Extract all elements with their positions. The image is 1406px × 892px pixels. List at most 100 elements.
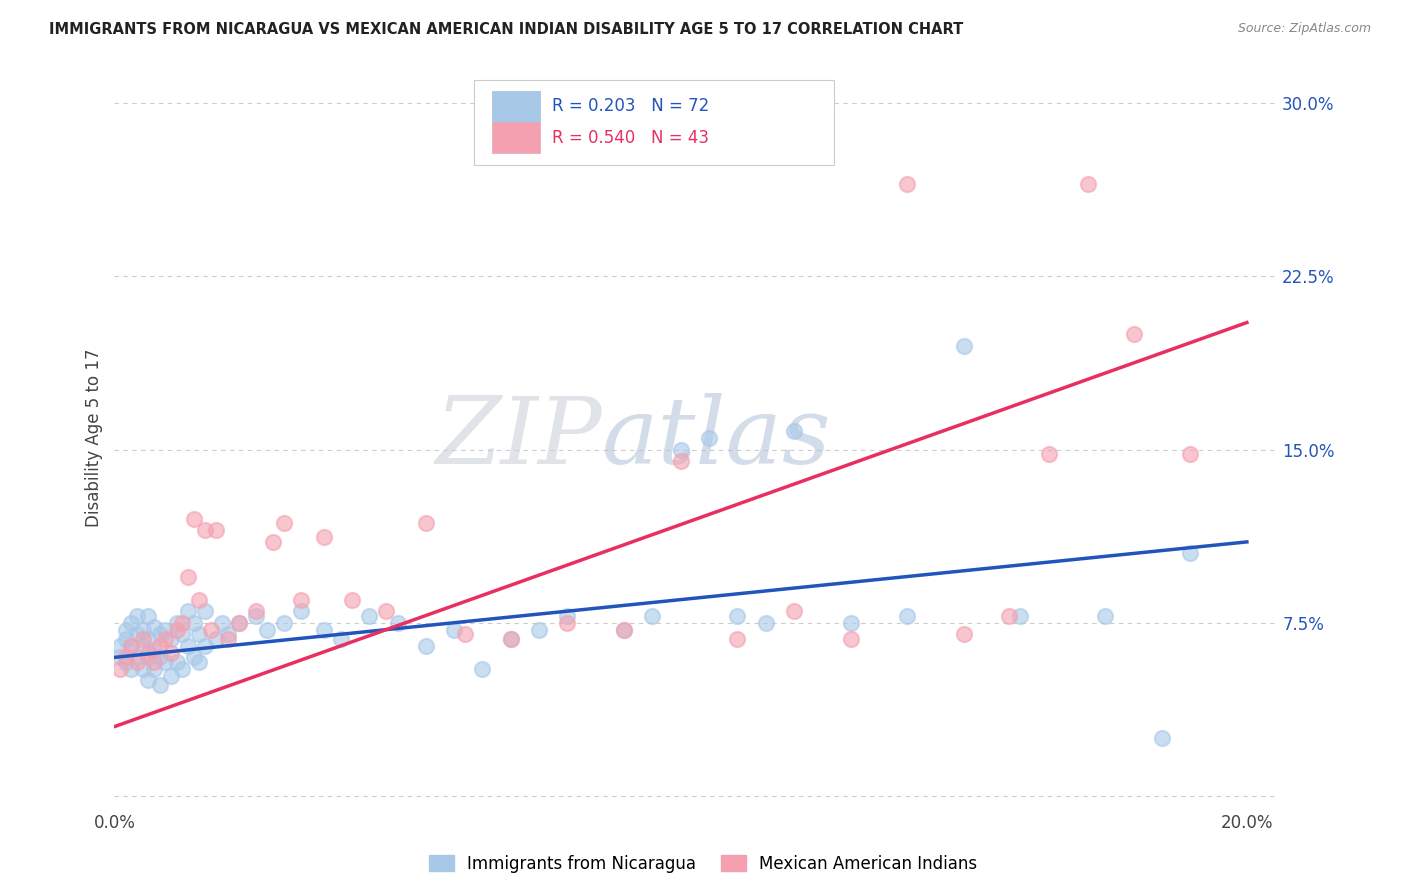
Point bbox=[415, 516, 437, 531]
Point bbox=[1010, 608, 1032, 623]
Point bbox=[149, 678, 172, 692]
Point bbox=[669, 442, 692, 457]
Point bbox=[200, 623, 222, 637]
Point bbox=[1122, 327, 1144, 342]
Text: IMMIGRANTS FROM NICARAGUA VS MEXICAN AMERICAN INDIAN DISABILITY AGE 5 TO 17 CORR: IMMIGRANTS FROM NICARAGUA VS MEXICAN AME… bbox=[49, 22, 963, 37]
Point bbox=[613, 623, 636, 637]
Point bbox=[329, 632, 352, 646]
Point bbox=[415, 639, 437, 653]
Point bbox=[613, 623, 636, 637]
Point bbox=[839, 632, 862, 646]
Point bbox=[499, 632, 522, 646]
Point bbox=[138, 632, 160, 646]
Point bbox=[725, 608, 748, 623]
Point bbox=[166, 655, 188, 669]
Point bbox=[138, 673, 160, 688]
Point bbox=[143, 620, 166, 634]
Point bbox=[839, 615, 862, 630]
Point bbox=[211, 615, 233, 630]
Point bbox=[557, 608, 579, 623]
Point bbox=[143, 662, 166, 676]
Point bbox=[138, 650, 160, 665]
Point bbox=[952, 338, 974, 352]
Text: R = 0.540   N = 43: R = 0.540 N = 43 bbox=[553, 129, 709, 147]
Point bbox=[262, 535, 284, 549]
Point bbox=[177, 639, 200, 653]
Point bbox=[183, 615, 205, 630]
FancyBboxPatch shape bbox=[492, 91, 540, 121]
Point bbox=[1150, 731, 1173, 746]
Point bbox=[132, 639, 155, 653]
Point bbox=[188, 627, 211, 641]
Point bbox=[783, 424, 806, 438]
Point bbox=[998, 608, 1021, 623]
Point bbox=[108, 650, 131, 665]
Point bbox=[143, 655, 166, 669]
Point bbox=[205, 632, 228, 646]
Point bbox=[205, 524, 228, 538]
Text: atlas: atlas bbox=[602, 393, 831, 483]
Point bbox=[177, 569, 200, 583]
Point bbox=[443, 623, 465, 637]
Point bbox=[273, 615, 295, 630]
Point bbox=[132, 662, 155, 676]
Point bbox=[114, 623, 136, 637]
Point bbox=[166, 623, 188, 637]
Point bbox=[160, 632, 183, 646]
Point bbox=[108, 662, 131, 676]
Point bbox=[172, 615, 194, 630]
Point bbox=[256, 623, 278, 637]
Point bbox=[166, 615, 188, 630]
Point bbox=[194, 604, 217, 618]
Point bbox=[132, 632, 155, 646]
Point bbox=[273, 516, 295, 531]
Point bbox=[1180, 546, 1202, 560]
Point bbox=[359, 608, 381, 623]
Point bbox=[387, 615, 409, 630]
Point bbox=[697, 431, 720, 445]
Point bbox=[952, 627, 974, 641]
Point bbox=[228, 615, 250, 630]
Point bbox=[245, 604, 267, 618]
Point bbox=[471, 662, 494, 676]
Point bbox=[172, 662, 194, 676]
Point bbox=[149, 639, 172, 653]
Point bbox=[1094, 608, 1116, 623]
Point bbox=[641, 608, 664, 623]
Point bbox=[120, 639, 142, 653]
Point bbox=[755, 615, 778, 630]
FancyBboxPatch shape bbox=[492, 122, 540, 153]
Point bbox=[120, 639, 142, 653]
Point bbox=[1038, 447, 1060, 461]
Point bbox=[120, 615, 142, 630]
Point bbox=[342, 592, 364, 607]
Point bbox=[783, 604, 806, 618]
Point bbox=[499, 632, 522, 646]
Point bbox=[194, 524, 217, 538]
Point bbox=[132, 623, 155, 637]
Point bbox=[245, 608, 267, 623]
Point bbox=[143, 643, 166, 657]
Point bbox=[669, 454, 692, 468]
Point bbox=[217, 632, 239, 646]
Point bbox=[149, 650, 172, 665]
Point bbox=[217, 627, 239, 641]
Point bbox=[172, 627, 194, 641]
Point bbox=[194, 639, 217, 653]
Point bbox=[125, 627, 148, 641]
Point bbox=[138, 646, 160, 660]
Point bbox=[454, 627, 477, 641]
Point bbox=[183, 512, 205, 526]
Point bbox=[896, 608, 918, 623]
Point bbox=[120, 662, 142, 676]
Point bbox=[312, 530, 335, 544]
Point bbox=[375, 604, 398, 618]
FancyBboxPatch shape bbox=[474, 79, 834, 165]
Point bbox=[527, 623, 550, 637]
Text: ZIP: ZIP bbox=[436, 393, 602, 483]
Point bbox=[160, 646, 183, 660]
Legend: Immigrants from Nicaragua, Mexican American Indians: Immigrants from Nicaragua, Mexican Ameri… bbox=[422, 848, 984, 880]
Point bbox=[725, 632, 748, 646]
Point bbox=[108, 639, 131, 653]
Point bbox=[188, 592, 211, 607]
